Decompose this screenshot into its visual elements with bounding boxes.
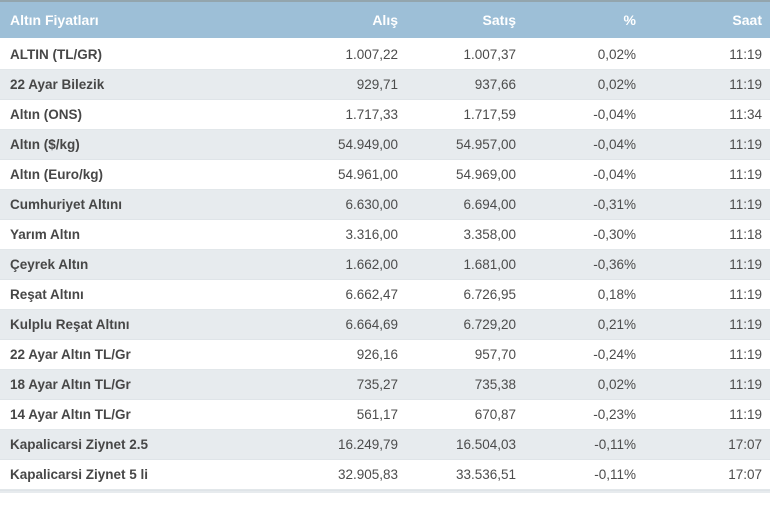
table-row: 14 Ayar Altın TL/Gr 561,17 670,87 -0,23%… (0, 399, 770, 430)
cell-time: 11:19 (644, 159, 770, 190)
header-saat: Saat (644, 0, 770, 40)
cell-satis-value: 670,87 (406, 399, 524, 430)
table-header-row: Altın Fiyatları Alış Satış % Saat (0, 0, 770, 40)
cell-alis-value: 6.630,00 (286, 189, 406, 220)
cell-percent-change: 0,18% (524, 279, 644, 310)
cell-alis-value: 3.316,00 (286, 219, 406, 250)
cell-instrument-name: 22 Ayar Bilezik (0, 69, 286, 100)
table-row: Altın (ONS) 1.717,33 1.717,59 -0,04% 11:… (0, 99, 770, 130)
cell-alis-value: 1.662,00 (286, 249, 406, 280)
cell-instrument-name: Altın (ONS) (0, 99, 286, 130)
cell-instrument-name: Altın ($/kg) (0, 129, 286, 160)
cell-alis-value: 561,17 (286, 399, 406, 430)
cell-alis-value: 6.664,69 (286, 309, 406, 340)
table-row: Çeyrek Altın 1.662,00 1.681,00 -0,36% 11… (0, 249, 770, 280)
cell-satis-value: 1.717,59 (406, 99, 524, 130)
cell-alis-value: 926,16 (286, 339, 406, 370)
cell-time: 11:18 (644, 219, 770, 250)
cell-alis-value: 6.662,47 (286, 279, 406, 310)
table-row: Cumhuriyet Altını 6.630,00 6.694,00 -0,3… (0, 189, 770, 220)
table-row: Yarım Altın 3.316,00 3.358,00 -0,30% 11:… (0, 219, 770, 250)
cell-instrument-name: 22 Ayar Altın TL/Gr (0, 339, 286, 370)
cell-satis-value: 16.504,03 (406, 429, 524, 460)
cell-instrument-name: 18 Ayar Altın TL/Gr (0, 369, 286, 400)
cell-time: 11:19 (644, 129, 770, 160)
cell-time: 17:07 (644, 459, 770, 490)
table-row: Altın (Euro/kg) 54.961,00 54.969,00 -0,0… (0, 159, 770, 190)
cell-instrument-name: ALTIN (TL/GR) (0, 39, 286, 70)
cell-satis-value: 54.969,00 (406, 159, 524, 190)
cell-percent-change: -0,04% (524, 129, 644, 160)
table-row: Reşat Altını 6.662,47 6.726,95 0,18% 11:… (0, 279, 770, 310)
cell-time: 11:19 (644, 249, 770, 280)
table-row: Kapalicarsi Ziynet 5 li 32.905,83 33.536… (0, 459, 770, 490)
cell-alis-value: 1.717,33 (286, 99, 406, 130)
cell-satis-value: 957,70 (406, 339, 524, 370)
cell-time: 11:19 (644, 189, 770, 220)
cell-percent-change: 0,02% (524, 369, 644, 400)
gold-prices-table: Altın Fiyatları Alış Satış % Saat ALTIN … (0, 0, 770, 490)
cell-satis-value: 54.957,00 (406, 129, 524, 160)
cell-percent-change: 0,02% (524, 69, 644, 100)
cell-percent-change: -0,36% (524, 249, 644, 280)
header-altin-fiyatlari: Altın Fiyatları (0, 0, 286, 40)
cell-instrument-name: 14 Ayar Altın TL/Gr (0, 399, 286, 430)
cell-satis-value: 937,66 (406, 69, 524, 100)
cell-time: 11:19 (644, 309, 770, 340)
cell-satis-value: 33.536,51 (406, 459, 524, 490)
cell-percent-change: -0,11% (524, 429, 644, 460)
cell-satis-value: 6.729,20 (406, 309, 524, 340)
cell-instrument-name: Cumhuriyet Altını (0, 189, 286, 220)
cell-satis-value: 735,38 (406, 369, 524, 400)
cell-percent-change: 0,02% (524, 39, 644, 70)
cell-percent-change: -0,31% (524, 189, 644, 220)
cell-time: 11:34 (644, 99, 770, 130)
cell-time: 11:19 (644, 369, 770, 400)
table-row: Altın ($/kg) 54.949,00 54.957,00 -0,04% … (0, 129, 770, 160)
cell-alis-value: 16.249,79 (286, 429, 406, 460)
cell-satis-value: 6.726,95 (406, 279, 524, 310)
cell-instrument-name: Kapalicarsi Ziynet 2.5 (0, 429, 286, 460)
table-row: 18 Ayar Altın TL/Gr 735,27 735,38 0,02% … (0, 369, 770, 400)
cell-percent-change: -0,30% (524, 219, 644, 250)
cell-time: 17:07 (644, 429, 770, 460)
cell-instrument-name: Kulplu Reşat Altını (0, 309, 286, 340)
table-row: 22 Ayar Altın TL/Gr 926,16 957,70 -0,24%… (0, 339, 770, 370)
cell-alis-value: 929,71 (286, 69, 406, 100)
cell-satis-value: 1.007,37 (406, 39, 524, 70)
cell-time: 11:19 (644, 339, 770, 370)
cell-percent-change: -0,04% (524, 159, 644, 190)
cell-percent-change: -0,24% (524, 339, 644, 370)
cell-percent-change: -0,23% (524, 399, 644, 430)
cell-instrument-name: Reşat Altını (0, 279, 286, 310)
header-satis: Satış (406, 0, 524, 40)
table-row: Kulplu Reşat Altını 6.664,69 6.729,20 0,… (0, 309, 770, 340)
cell-instrument-name: Kapalicarsi Ziynet 5 li (0, 459, 286, 490)
cell-time: 11:19 (644, 39, 770, 70)
cell-percent-change: -0,11% (524, 459, 644, 490)
cell-percent-change: -0,04% (524, 99, 644, 130)
cell-time: 11:19 (644, 279, 770, 310)
table-row: ALTIN (TL/GR) 1.007,22 1.007,37 0,02% 11… (0, 39, 770, 70)
header-alis: Alış (286, 0, 406, 40)
cell-alis-value: 1.007,22 (286, 39, 406, 70)
cell-alis-value: 32.905,83 (286, 459, 406, 490)
cell-instrument-name: Yarım Altın (0, 219, 286, 250)
table-row: 22 Ayar Bilezik 929,71 937,66 0,02% 11:1… (0, 69, 770, 100)
header-percent: % (524, 0, 644, 40)
cell-percent-change: 0,21% (524, 309, 644, 340)
cell-instrument-name: Altın (Euro/kg) (0, 159, 286, 190)
clipped-next-row (0, 489, 770, 493)
cell-alis-value: 735,27 (286, 369, 406, 400)
cell-time: 11:19 (644, 399, 770, 430)
cell-satis-value: 3.358,00 (406, 219, 524, 250)
table-row: Kapalicarsi Ziynet 2.5 16.249,79 16.504,… (0, 429, 770, 460)
cell-alis-value: 54.949,00 (286, 129, 406, 160)
cell-instrument-name: Çeyrek Altın (0, 249, 286, 280)
cell-alis-value: 54.961,00 (286, 159, 406, 190)
cell-time: 11:19 (644, 69, 770, 100)
cell-satis-value: 1.681,00 (406, 249, 524, 280)
cell-satis-value: 6.694,00 (406, 189, 524, 220)
